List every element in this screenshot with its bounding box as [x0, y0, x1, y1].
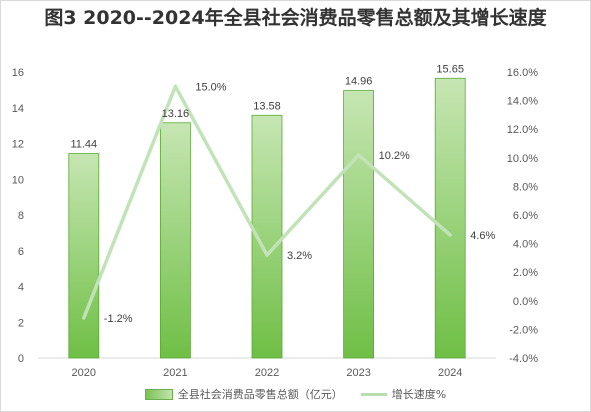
- y-right-tick-label: 4.0%: [513, 239, 538, 251]
- y-right-tick-label: 16.0%: [507, 67, 538, 79]
- y-left-tick-label: 4: [18, 282, 24, 294]
- y-left-tick-label: 12: [12, 139, 24, 151]
- y-right-tick-label: 10.0%: [507, 153, 538, 165]
- axes: 0 2 4 6 8 10 12 14 16 -4.0% -2.0% 0.0% 2.0% 4.0% 6.0% 8…: [12, 67, 538, 379]
- x-tick-label: 2024: [438, 367, 462, 379]
- y-right-tick-label: 2.0%: [513, 267, 538, 279]
- bar-value-label: 13.58: [253, 100, 281, 112]
- x-tick-label: 2022: [255, 367, 279, 379]
- x-tick-label: 2020: [72, 367, 96, 379]
- bar: [159, 122, 191, 359]
- growth-value-label: -1.2%: [104, 313, 133, 325]
- y-left-tick-label: 16: [12, 67, 24, 79]
- legend: 全县社会消费品零售总额（亿元） 增长速度%: [0, 386, 591, 402]
- bar-value-label: 14.96: [345, 76, 373, 88]
- data-labels: 11.44 13.16 13.58 14.96 15.65 -1.2% 15.0% 3.2% 1…: [70, 63, 495, 325]
- legend-item-bar: 全县社会消费品零售总额（亿元）: [144, 386, 343, 402]
- growth-line: [82, 84, 452, 320]
- chart-canvas: 0 2 4 6 8 10 12 14 16 -4.0% -2.0% 0.0% 2.0% 4.0% 6.0% 8…: [12, 63, 538, 379]
- y-left-tick-label: 6: [18, 246, 24, 258]
- y-left-tick-label: 8: [18, 210, 24, 222]
- bar-value-label: 15.65: [436, 63, 464, 75]
- growth-value-label: 4.6%: [470, 230, 495, 242]
- y-right-tick-label: 14.0%: [507, 96, 538, 108]
- y-right-tick-label: 8.0%: [513, 181, 538, 193]
- legend-line-swatch: [360, 392, 387, 396]
- bar: [68, 153, 100, 359]
- y-right-tick-label: 12.0%: [507, 124, 538, 136]
- bar-value-label: 11.44: [70, 139, 97, 151]
- y-left-tick-label: 10: [12, 174, 24, 186]
- growth-value-label: 3.2%: [287, 250, 312, 262]
- bars: [68, 77, 466, 359]
- bar-value-label: 13.16: [162, 108, 190, 120]
- y-right-tick-label: 0.0%: [513, 296, 538, 308]
- y-right-tick-label: -4.0%: [509, 353, 538, 365]
- x-tick-label: 2021: [163, 367, 187, 379]
- legend-bar-swatch: [144, 388, 173, 400]
- y-left-tick-label: 2: [18, 317, 24, 329]
- legend-item-line: 增长速度%: [360, 386, 447, 402]
- y-left-tick-label: 0: [18, 353, 24, 365]
- legend-line-label: 增长速度%: [391, 388, 447, 401]
- x-tick-label: 2023: [346, 367, 370, 379]
- bar: [434, 77, 466, 359]
- growth-value-label: 10.2%: [379, 150, 410, 162]
- bar: [343, 90, 375, 359]
- y-left-tick-label: 14: [12, 103, 24, 115]
- chart-title: 图3 2020--2024年全县社会消费品零售总额及其增长速度: [44, 7, 547, 29]
- legend-bar-label: 全县社会消费品零售总额（亿元）: [177, 388, 343, 401]
- y-right-tick-label: 6.0%: [513, 210, 538, 222]
- y-right-tick-label: -2.0%: [509, 324, 538, 336]
- growth-value-label: 15.0%: [195, 81, 226, 93]
